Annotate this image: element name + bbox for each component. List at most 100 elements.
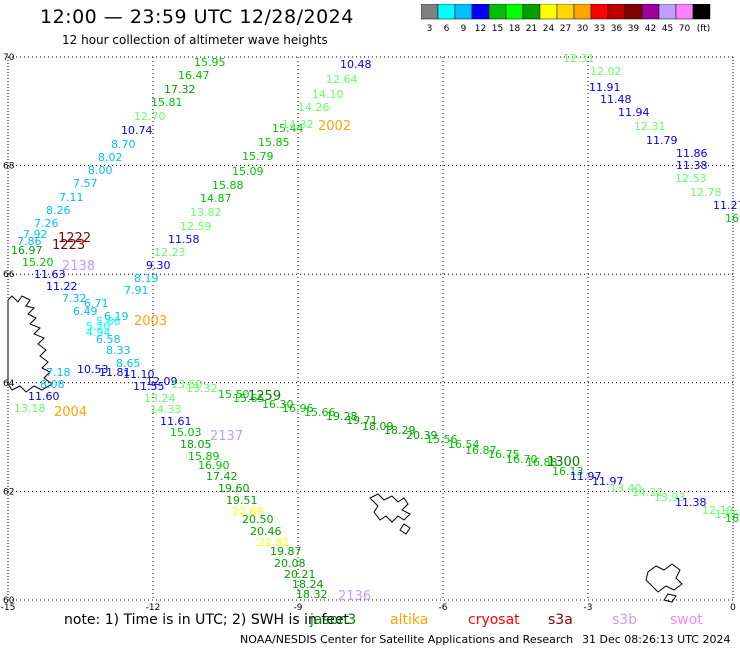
wave-height-reading: 17.42 bbox=[206, 470, 238, 483]
wave-height-reading: 7.26 bbox=[34, 217, 59, 230]
wave-height-reading: 14.22 bbox=[632, 486, 664, 499]
lon-tick-label: -12 bbox=[146, 603, 161, 613]
wave-height-reading: 12.02 bbox=[590, 65, 622, 78]
scale-label-6: 21 bbox=[526, 24, 537, 34]
wave-height-reading: 18.09 bbox=[362, 420, 394, 433]
scale-label-1: 6 bbox=[444, 24, 450, 34]
legend-jason3: jason3 bbox=[310, 612, 357, 628]
wave-height-reading: 15.81 bbox=[151, 96, 183, 109]
coastline-segment-1 bbox=[369, 493, 411, 523]
wave-height-reading: 12.78 bbox=[690, 186, 722, 199]
wave-height-reading: 15.50 bbox=[218, 388, 250, 401]
wave-height-reading: 12.31 bbox=[563, 52, 595, 65]
footnote: note: 1) Time is in UTC; 2) SWH is in fe… bbox=[64, 612, 350, 628]
coastline-segment-2 bbox=[399, 523, 411, 535]
wave-height-reading: 11.58 bbox=[168, 233, 200, 246]
wave-height-reading: 16.13 bbox=[552, 465, 584, 478]
wave-height-reading: 12.59 bbox=[180, 220, 212, 233]
legend-cryosat: cryosat bbox=[468, 612, 520, 628]
wave-height-reading: 14.32 bbox=[282, 118, 314, 131]
wave-height-reading: 9.30 bbox=[146, 259, 171, 272]
scale-label-13: 42 bbox=[645, 24, 656, 34]
lat-tick-label: 68 bbox=[3, 162, 15, 172]
wave-height-reading: 16.47 bbox=[178, 69, 210, 82]
wave-height-reading: 11.97 bbox=[592, 475, 624, 488]
wave-height-reading: 18.05 bbox=[180, 438, 212, 451]
lat-tick-label: 64 bbox=[3, 379, 15, 389]
scale-label-14: 45 bbox=[662, 24, 673, 34]
wave-height-reading: 14.87 bbox=[200, 192, 232, 205]
pass-id-1222: 1222 bbox=[58, 231, 91, 246]
coastline-segment-0 bbox=[7, 295, 53, 393]
wave-height-reading: 11.38 bbox=[676, 159, 708, 172]
wave-height-reading: 11.63 bbox=[34, 268, 66, 281]
scale-label-2: 9 bbox=[461, 24, 467, 34]
wave-height-reading: 11.55 bbox=[133, 380, 165, 393]
wave-height-reading: 14.10 bbox=[312, 88, 344, 101]
lon-tick-label: -6 bbox=[439, 603, 448, 613]
wave-height-reading: 16.97 bbox=[11, 244, 43, 257]
wave-height-reading: 15.65 bbox=[233, 392, 265, 405]
wave-height-reading: 8.26 bbox=[46, 204, 71, 217]
wave-height-reading: 13.24 bbox=[144, 392, 176, 405]
wave-height-reading: 6.19 bbox=[104, 310, 129, 323]
wave-height-reading: 11.91 bbox=[589, 81, 621, 94]
scale-label-4: 15 bbox=[492, 24, 503, 34]
wave-height-reading: 21.81 bbox=[258, 536, 290, 549]
scale-label-0: 3 bbox=[427, 24, 433, 34]
pass-id-2003: 2003 bbox=[134, 314, 167, 329]
wave-height-reading: 7.57 bbox=[73, 177, 98, 190]
lat-tick-label: 70 bbox=[3, 53, 15, 63]
scale-label-8: 27 bbox=[560, 24, 571, 34]
wave-height-reading: 11.86 bbox=[676, 147, 708, 160]
wave-height-reading: 15.85 bbox=[258, 136, 290, 149]
scale-label-16: (ft) bbox=[697, 24, 711, 34]
scale-label-9: 30 bbox=[577, 24, 589, 34]
wave-height-reading: 11.22 bbox=[46, 280, 78, 293]
wave-height-reading: 22.69 bbox=[232, 505, 264, 518]
wave-height-reading: 8.70 bbox=[111, 138, 136, 151]
wave-height-reading: 11.97 bbox=[570, 470, 602, 483]
scale-label-15: 70 bbox=[679, 24, 691, 34]
pass-id-2002: 2002 bbox=[318, 119, 351, 134]
wave-height-reading: 16.96 bbox=[282, 402, 314, 415]
wave-height-reading: 13.62 bbox=[715, 508, 740, 521]
wave-height-reading: 12.09 bbox=[146, 375, 178, 388]
wave-height-reading: 12.70 bbox=[134, 110, 166, 123]
scale-label-5: 18 bbox=[509, 24, 521, 34]
scale-swatch-16 bbox=[692, 4, 711, 20]
wave-height-reading: 18.32 bbox=[296, 588, 328, 601]
wave-height-reading: 16.88 bbox=[526, 456, 558, 469]
legend-swot: swot bbox=[670, 612, 703, 628]
wave-height-reading: 11.27 bbox=[713, 199, 740, 212]
wave-height-reading: 15.79 bbox=[242, 150, 274, 163]
coastline bbox=[7, 295, 683, 603]
wave-height-reading: 8.33 bbox=[106, 344, 131, 357]
wave-height-reading: 15.95 bbox=[194, 56, 226, 69]
credit-line: NOAA/NESDIS Center for Satellite Applica… bbox=[240, 633, 574, 646]
scale-label-12: 39 bbox=[628, 24, 640, 34]
wave-height-reading: 13.40 bbox=[610, 482, 642, 495]
page-subtitle: 12 hour collection of altimeter wave hei… bbox=[62, 33, 328, 47]
wave-height-reading: 11.48 bbox=[600, 93, 632, 106]
wave-height-reading: 13.18 bbox=[14, 402, 46, 415]
coastline-segment-3 bbox=[645, 563, 683, 593]
wave-height-reading: 15.88 bbox=[212, 179, 244, 192]
lat-tick-label: 62 bbox=[3, 487, 14, 497]
lat-tick-label: 60 bbox=[3, 596, 15, 606]
wave-height-reading: 13.32 bbox=[186, 382, 218, 395]
wave-height-reading: 16.0 bbox=[725, 512, 740, 525]
wave-height-reading: 16.87 bbox=[465, 444, 497, 457]
wave-height-reading: 18.24 bbox=[292, 578, 324, 591]
wave-height-reading: 6.58 bbox=[96, 333, 121, 346]
wave-height-reading: 8.19 bbox=[134, 272, 159, 285]
axis-labels: -15 -12 -9 -6 -3 0 70 68 66 64 62 60 bbox=[1, 53, 736, 613]
wave-height-reading: 11.60 bbox=[28, 390, 60, 403]
scale-label-7: 24 bbox=[543, 24, 555, 34]
wave-height-reading: 12.53 bbox=[675, 172, 707, 185]
wave-height-reading: 20.46 bbox=[250, 525, 282, 538]
legend-s3a: s3a bbox=[548, 612, 573, 628]
wave-height-reading: 16. bbox=[725, 212, 740, 225]
wave-height-reading: 4.94 bbox=[86, 326, 111, 339]
